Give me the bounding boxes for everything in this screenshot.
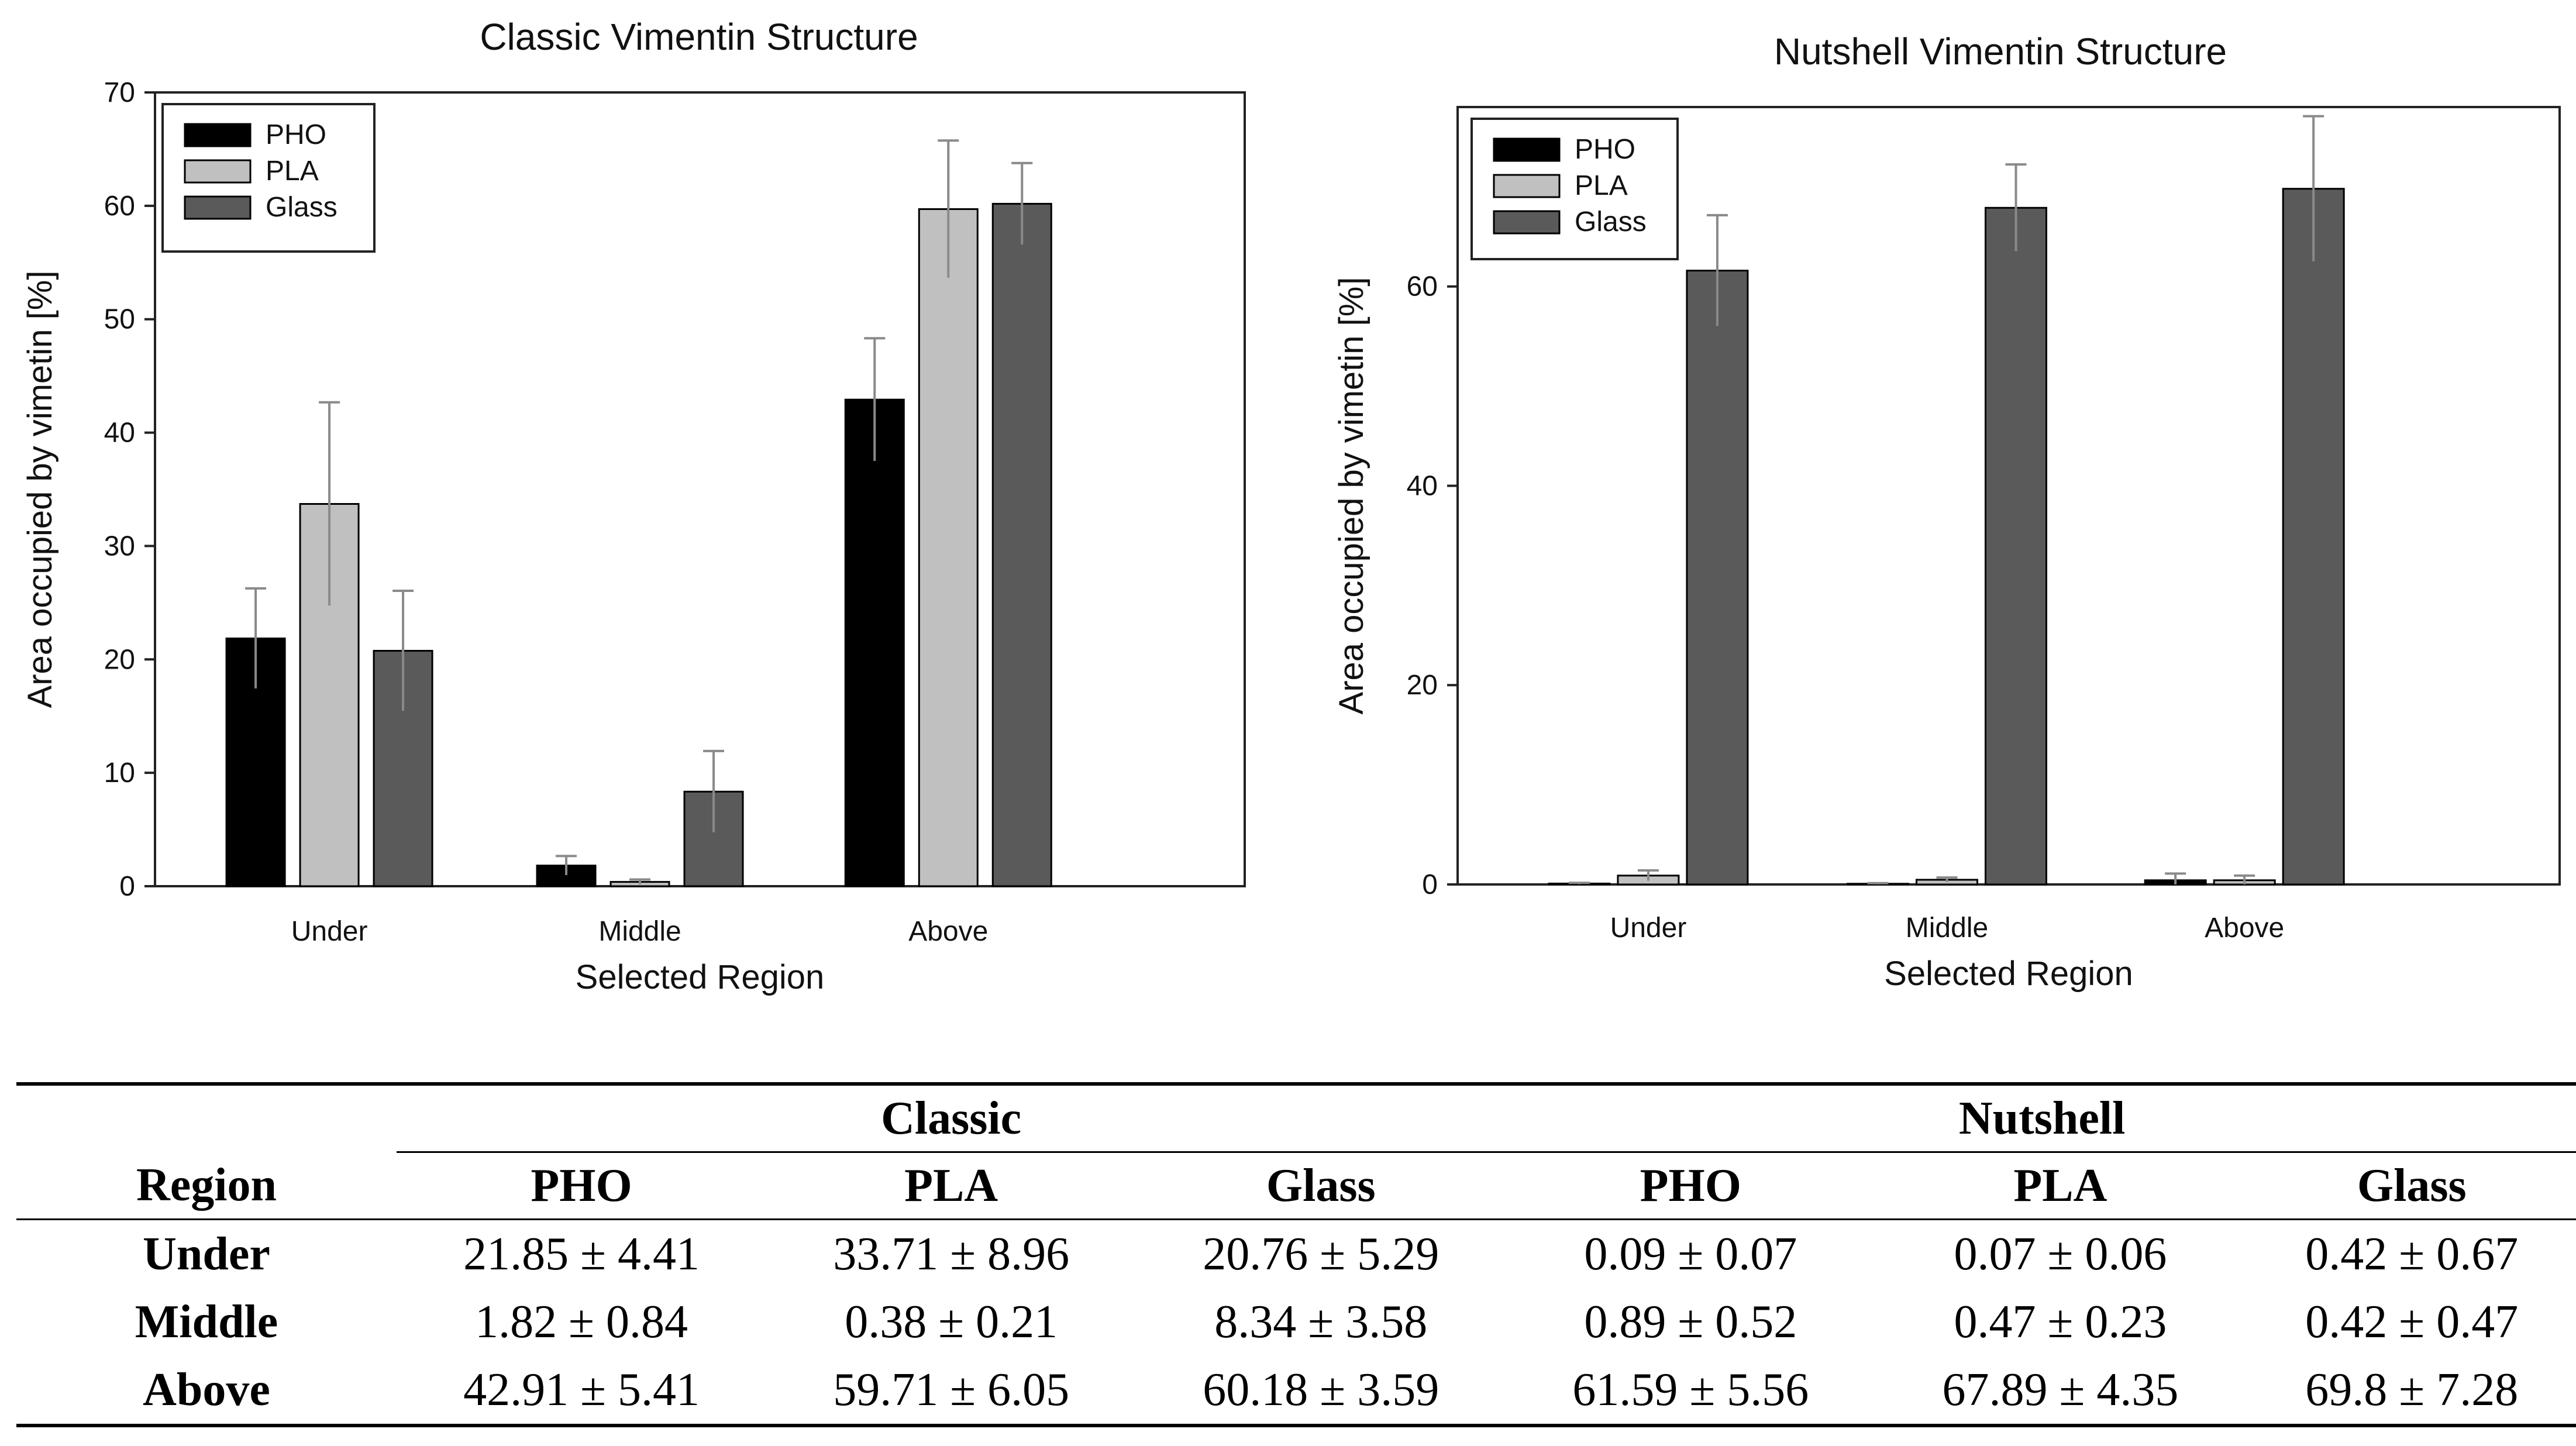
table-cell: 0.89 ± 0.52 [1584, 1296, 1797, 1348]
x-tick-label: Under [291, 916, 368, 947]
table-cell: 0.42 ± 0.67 [2245, 1218, 2576, 1288]
table-cell: 61.59 ± 5.56 [1506, 1356, 1876, 1427]
legend-label: PHO [266, 119, 326, 150]
x-tick-label: Above [2205, 913, 2284, 944]
legend-label: PLA [266, 156, 319, 187]
y-tick-label: 20 [1407, 670, 1438, 701]
bar-glass [1686, 270, 1749, 886]
chart-title: Classic Vimentin Structure [480, 16, 918, 58]
table-row: Above 42.91 ± 5.41 59.71 ± 6.05 60.18 ± … [16, 1356, 2576, 1427]
table-group-nutshell: Nutshell [1506, 1082, 2576, 1153]
y-tick-label: 40 [1407, 470, 1438, 501]
table-col-header: PHO [531, 1159, 632, 1211]
table-col-header: PLA [2013, 1159, 2107, 1211]
table-row-region: Middle [135, 1296, 278, 1348]
y-tick-label: 20 [104, 644, 135, 675]
table-corner [16, 1082, 397, 1152]
y-tick-label: 60 [104, 191, 135, 222]
y-axis-title: Area occupied by vimetin [%] [21, 271, 59, 708]
table-cell: 33.71 ± 8.96 [766, 1218, 1137, 1288]
table-cell: 60.18 ± 3.59 [1136, 1356, 1506, 1427]
x-tick-label: Under [1610, 913, 1687, 944]
table-row-region: Under [16, 1218, 397, 1288]
legend-label: PLA [1575, 170, 1628, 201]
results-table: Classic Nutshell Region PHO PLA Glass PH… [16, 1082, 2576, 1427]
table-cell: 8.34 ± 3.58 [1214, 1296, 1428, 1348]
table-col-header: PHO [1640, 1159, 1741, 1211]
bar-glass [2282, 188, 2345, 886]
legend-swatch-pla [184, 159, 252, 184]
table-row: Middle 1.82 ± 0.84 0.38 ± 0.21 8.34 ± 3.… [16, 1288, 2576, 1356]
chart-classic: Classic Vimentin Structure 0 10 20 30 40 50 60 7… [21, 16, 1246, 996]
table-col-header: PLA [904, 1159, 998, 1211]
bar-pla [918, 208, 979, 887]
table-col-header: Glass [1266, 1159, 1376, 1211]
table-cell: 0.47 ± 0.23 [1954, 1296, 2167, 1348]
table-cell: 20.76 ± 5.29 [1136, 1218, 1506, 1288]
bar-pho [225, 637, 286, 887]
table-col-header: Glass [2357, 1159, 2467, 1211]
y-tick-label: 50 [104, 304, 135, 335]
table-cell: 67.89 ± 4.35 [1875, 1356, 2246, 1427]
bar-glass [991, 202, 1052, 887]
table-cell: 69.8 ± 7.28 [2245, 1356, 2576, 1427]
y-tick-label: 0 [1422, 869, 1438, 900]
table-row-region: Above [16, 1356, 397, 1427]
x-tick-label: Above [908, 916, 988, 947]
y-tick-label: 40 [104, 418, 135, 449]
table-cell: 0.07 ± 0.06 [1875, 1218, 2246, 1288]
x-axis-title: Selected Region [1884, 955, 2133, 993]
y-axis-title: Area occupied by vimetin [%] [1332, 277, 1370, 715]
legend-swatch-pho [184, 123, 252, 147]
table-cell: 21.85 ± 4.41 [397, 1218, 767, 1288]
table-cell: 0.42 ± 0.47 [2305, 1296, 2519, 1348]
table-cell: 0.38 ± 0.21 [845, 1296, 1058, 1348]
table-cell: 42.91 ± 5.41 [397, 1356, 767, 1427]
x-tick-label: Middle [1906, 913, 1988, 944]
legend-swatch-pla [1493, 174, 1561, 198]
results-table-wrap: Classic Nutshell Region PHO PLA Glass PH… [16, 1082, 2576, 1427]
table-cell: 0.09 ± 0.07 [1506, 1218, 1876, 1288]
table-cell: 1.82 ± 0.84 [475, 1296, 688, 1348]
table-group-header-row: Classic Nutshell [16, 1082, 2576, 1153]
x-tick-label: Middle [598, 916, 681, 947]
legend-swatch-glass [184, 195, 252, 220]
legend-swatch-glass [1493, 210, 1561, 235]
table-column-header-row: Region PHO PLA Glass PHO PLA Glass [16, 1152, 2576, 1220]
legend-swatch-pho [1493, 137, 1561, 162]
bar-glass [1984, 206, 2047, 886]
y-tick-label: 0 [119, 871, 135, 902]
table-region-header: Region [136, 1159, 277, 1211]
y-tick-label: 60 [1407, 271, 1438, 302]
figure-charts: Classic Vimentin Structure 0 10 20 30 40 50 60 7… [21, 16, 2561, 996]
x-axis-title: Selected Region [576, 958, 825, 996]
legend-label: Glass [1575, 206, 1647, 237]
y-tick-label: 30 [104, 531, 135, 562]
table-group-classic: Classic [397, 1082, 1506, 1153]
y-tick-label: 70 [104, 77, 135, 108]
legend-label: PHO [1575, 134, 1635, 165]
legend-label: Glass [266, 192, 338, 223]
bar-pho [844, 398, 905, 887]
chart-nutshell: Nutshell Vimentin Structure 0 20 40 60 Area o… [1332, 30, 2561, 993]
chart-title: Nutshell Vimentin Structure [1774, 30, 2227, 73]
y-tick-label: 10 [104, 758, 135, 789]
table-row: Under 21.85 ± 4.41 33.71 ± 8.96 20.76 ± … [16, 1218, 2576, 1288]
table-cell: 59.71 ± 6.05 [766, 1356, 1137, 1427]
